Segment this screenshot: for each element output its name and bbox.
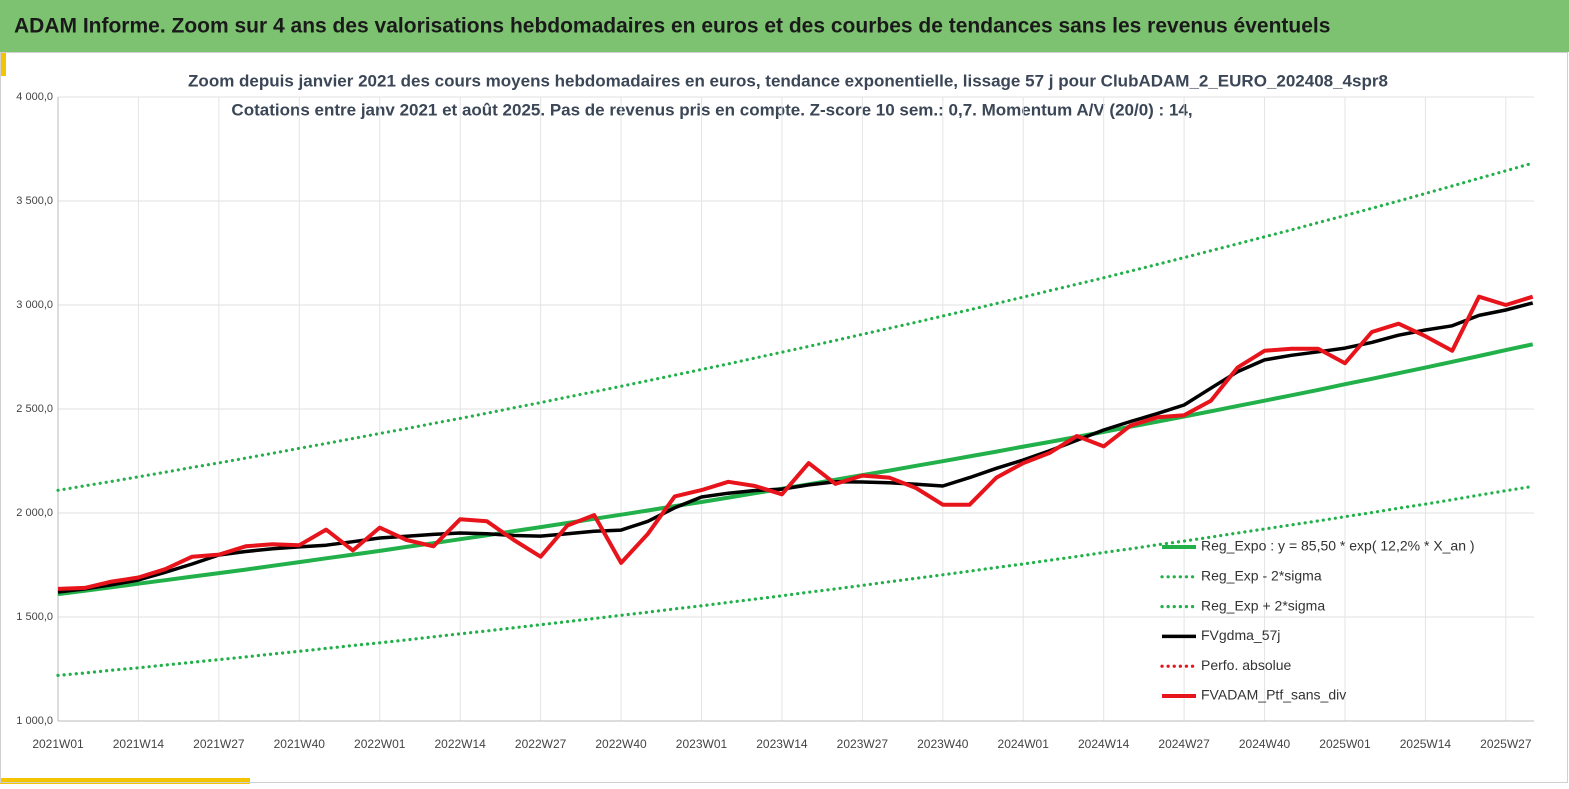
legend-label: Perfo. absolue xyxy=(1201,657,1291,673)
series-line xyxy=(57,294,1534,591)
x-tick-label: 2024W40 xyxy=(1239,737,1291,751)
series-line xyxy=(57,342,1534,597)
series-line xyxy=(56,484,1535,677)
y-tick-label: 2 500,0 xyxy=(16,403,53,415)
y-tick-label: 3 500,0 xyxy=(16,195,53,207)
x-tick-label: 2025W14 xyxy=(1400,737,1452,751)
x-tick-label: 2021W01 xyxy=(32,737,84,751)
legend-label: FVgdma_57j xyxy=(1201,627,1280,643)
legend-label: Reg_Expo : y = 85,50 * exp( 12,2% * X_an… xyxy=(1201,538,1475,554)
series-line xyxy=(56,161,1535,492)
chart-subtitle: Cotations entre janv 2021 et août 2025. … xyxy=(231,100,1192,119)
x-tick-label: 2024W01 xyxy=(998,737,1050,751)
header-band xyxy=(0,0,1569,52)
x-tick-label: 2024W14 xyxy=(1078,737,1130,751)
x-tick-label: 2023W01 xyxy=(676,737,728,751)
x-tick-label: 2023W40 xyxy=(917,737,969,751)
x-tick-label: 2022W01 xyxy=(354,737,406,751)
x-tick-label: 2021W14 xyxy=(113,737,165,751)
x-tick-label: 2022W40 xyxy=(595,737,647,751)
accent xyxy=(0,778,250,784)
x-tick-label: 2025W27 xyxy=(1480,737,1532,751)
y-tick-label: 2 000,0 xyxy=(16,507,53,519)
y-tick-label: 1 000,0 xyxy=(16,715,53,727)
x-tick-label: 2021W27 xyxy=(193,737,245,751)
x-tick-label: 2022W14 xyxy=(434,737,486,751)
x-tick-label: 2023W14 xyxy=(756,737,808,751)
series-line xyxy=(57,301,1534,594)
x-tick-label: 2021W40 xyxy=(274,737,326,751)
legend-label: Reg_Exp - 2*sigma xyxy=(1201,568,1322,584)
header-title: ADAM Informe. Zoom sur 4 ans des valoris… xyxy=(14,15,1330,38)
x-tick-label: 2023W27 xyxy=(837,737,889,751)
y-tick-label: 3 000,0 xyxy=(16,299,53,311)
legend-label: Reg_Exp + 2*sigma xyxy=(1201,597,1325,613)
chart-title: Zoom depuis janvier 2021 des cours moyen… xyxy=(188,71,1388,90)
legend-label: FVADAM_Ptf_sans_div xyxy=(1201,687,1346,703)
accent xyxy=(0,52,6,76)
x-tick-label: 2024W27 xyxy=(1158,737,1210,751)
x-tick-label: 2022W27 xyxy=(515,737,567,751)
frame xyxy=(0,52,1568,783)
y-tick-label: 1 500,0 xyxy=(16,611,53,623)
y-tick-label: 4 000,0 xyxy=(16,91,53,103)
x-tick-label: 2025W01 xyxy=(1319,737,1371,751)
